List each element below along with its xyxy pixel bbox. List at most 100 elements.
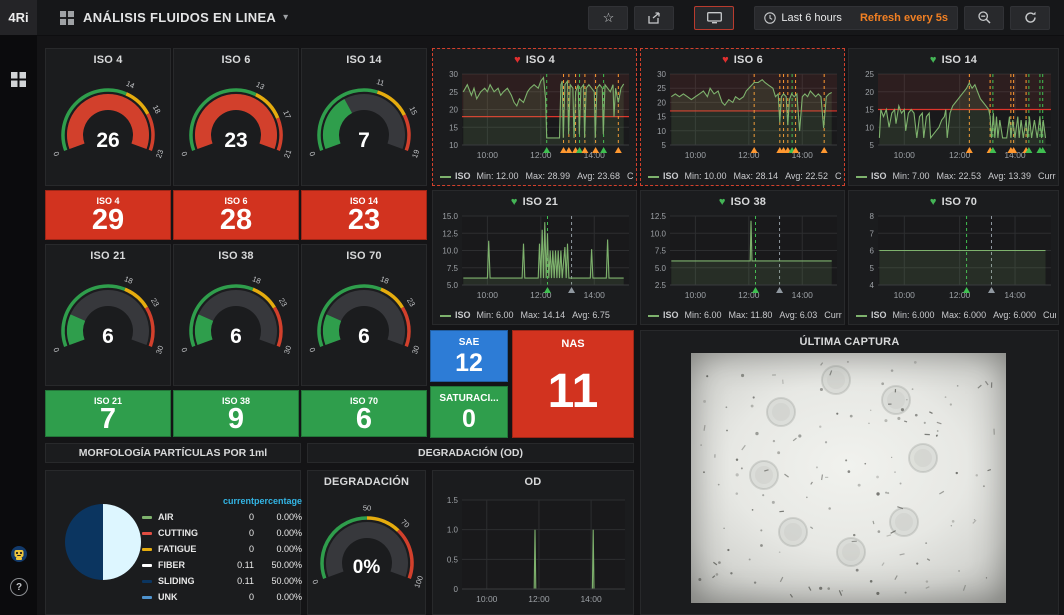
svg-text:10:00: 10:00: [894, 290, 916, 300]
legend-stat: Min: 12.00: [476, 171, 519, 181]
help-icon[interactable]: ?: [10, 578, 28, 596]
pie-legend-row: FIBER 0.11 50.00%: [142, 557, 302, 573]
panel-title[interactable]: ♥ ISO 38: [718, 196, 767, 208]
dashboard-title[interactable]: ANÁLISIS FLUIDOS EN LINEA: [83, 10, 277, 25]
svg-text:20: 20: [449, 106, 458, 115]
panel-title[interactable]: OD: [524, 476, 542, 488]
timeseries-chart[interactable]: 0 0.5 1.0 1.5 10:00 12:00 14:00: [436, 495, 630, 609]
series-swatch: [142, 515, 152, 519]
tv-mode-button[interactable]: [694, 5, 735, 30]
timeseries-chart[interactable]: 10 15 20 25 30 10:00 12:00 14:00: [436, 69, 634, 165]
svg-text:0: 0: [179, 150, 189, 157]
star-button[interactable]: ☆: [588, 5, 629, 30]
svg-text:23: 23: [154, 148, 165, 159]
gauge-value: 7: [358, 129, 370, 152]
stat-label: SAE: [458, 337, 480, 348]
series-name[interactable]: AIR: [158, 512, 174, 522]
pie-legend-row: CUTTING 0 0.00%: [142, 525, 302, 541]
svg-text:12:00: 12:00: [528, 594, 550, 604]
series-swatch: [142, 563, 152, 567]
gauge-iso70: 0 18 23 30: [307, 274, 421, 355]
panel-title[interactable]: ISO 14: [346, 54, 382, 66]
legend-series-name[interactable]: ISO: [663, 171, 679, 181]
svg-text:0: 0: [51, 150, 61, 157]
svg-text:10:00: 10:00: [894, 150, 916, 160]
legend-series-name[interactable]: ISO: [871, 310, 887, 320]
panel-title[interactable]: ISO 6: [221, 54, 251, 66]
row-header-degradacion[interactable]: DEGRADACIÓN (OD): [307, 443, 634, 463]
stat-iso4: ISO 4 29: [45, 190, 171, 240]
legend-series-name[interactable]: ISO: [871, 171, 887, 181]
series-current: 0.11: [237, 576, 254, 586]
svg-text:18: 18: [251, 274, 262, 285]
panel-title[interactable]: ♥ ISO 6: [722, 54, 763, 66]
panel-title[interactable]: ÚLTIMA CAPTURA: [799, 336, 900, 348]
robot-avatar-icon: [11, 546, 27, 562]
svg-text:5.0: 5.0: [447, 281, 459, 290]
series-name[interactable]: CUTTING: [158, 528, 198, 538]
timeseries-chart[interactable]: 5.0 7.5 10.0 12.5 15.0 10:00 12:00 14:00: [436, 211, 634, 305]
panel-title[interactable]: ♥ ISO 14: [929, 54, 978, 66]
chevron-down-icon[interactable]: ▾: [283, 12, 289, 23]
pie-col-percentage: percentage: [254, 496, 303, 506]
panel-chart-iso6: ♥ ISO 6 5 10 15 20 25 30 10:00 12:00 14:00 ISO Min…: [640, 48, 845, 186]
series-name[interactable]: FATIGUE: [158, 544, 197, 554]
share-button[interactable]: [634, 5, 675, 30]
zoom-out-button[interactable]: [964, 5, 1004, 30]
series-name[interactable]: UNK: [158, 592, 178, 602]
svg-text:2.5: 2.5: [655, 281, 667, 290]
svg-text:10:00: 10:00: [477, 290, 499, 300]
grid-icon: [11, 72, 26, 87]
panel-title[interactable]: ISO 70: [346, 250, 382, 262]
svg-text:6: 6: [870, 247, 875, 256]
timeseries-chart[interactable]: 5 10 15 20 25 10:00 12:00 14:00: [852, 69, 1056, 165]
dashboards-icon[interactable]: [11, 72, 26, 92]
timeseries-chart[interactable]: 2.5 5.0 7.5 10.0 12.5 10:00 12:00 14:00: [644, 211, 842, 305]
monitor-icon: [706, 11, 722, 23]
legend-series-name[interactable]: ISO: [663, 310, 679, 320]
user-avatar[interactable]: [10, 545, 28, 568]
series-name[interactable]: SLIDING: [158, 576, 195, 586]
svg-text:10: 10: [657, 127, 666, 136]
stat-sae: SAE 12: [430, 330, 508, 382]
legend-stat: Current: 6.00: [824, 310, 842, 320]
timeseries-chart[interactable]: 5 10 15 20 25 30 10:00 12:00 14:00: [644, 69, 842, 165]
refresh-button[interactable]: [1010, 5, 1050, 30]
org-logo[interactable]: 4Ri: [0, 0, 37, 35]
series-name[interactable]: FIBER: [158, 560, 185, 570]
panel-title[interactable]: ♥ ISO 4: [514, 54, 555, 66]
time-picker[interactable]: Last 6 hours Refresh every 5s: [754, 5, 958, 30]
chart-legend: ISO Min: 10.00 Max: 28.14 Avg: 22.52 Current…: [648, 171, 842, 181]
ok-heart-icon: ♥: [718, 196, 726, 208]
chart-legend: ISO Min: 6.00 Max: 14.14 Avg: 6.75: [440, 310, 634, 320]
legend-stat: Current: 6.00: [1042, 310, 1056, 320]
svg-text:12.5: 12.5: [442, 229, 458, 238]
legend-series-swatch: [856, 175, 867, 178]
stat-label: ISO 21: [93, 396, 122, 406]
panel-title[interactable]: DEGRADACIÓN: [323, 476, 410, 488]
legend-series-name[interactable]: ISO: [455, 310, 471, 320]
panel-title[interactable]: ISO 4: [93, 54, 123, 66]
svg-text:10:00: 10:00: [476, 594, 498, 604]
stat-label: SATURACI...: [439, 393, 499, 404]
panel-title[interactable]: ISO 38: [218, 250, 254, 262]
panel-chart-iso70: ♥ ISO 70 4 5 6 7 8 10:00 12:00 14:00 ISO Min: 6.0…: [848, 190, 1059, 325]
timeseries-chart[interactable]: 4 5 6 7 8 10:00 12:00 14:00: [852, 211, 1056, 305]
svg-text:5: 5: [662, 141, 667, 150]
row-header-morfologia[interactable]: MORFOLOGÍA PARTÍCULAS POR 1ml: [45, 443, 301, 463]
time-range-label: Last 6 hours: [781, 11, 842, 24]
refresh-interval-label[interactable]: Refresh every 5s: [859, 11, 948, 24]
panel-title[interactable]: ISO 21: [90, 250, 126, 262]
legend-series-swatch: [648, 175, 659, 178]
svg-text:14:00: 14:00: [584, 150, 606, 160]
legend-stat: Avg: 6.75: [572, 310, 610, 320]
panel-title[interactable]: ♥ ISO 70: [929, 196, 978, 208]
legend-stat: Min: 6.00: [476, 310, 514, 320]
stat-label: ISO 38: [221, 396, 250, 406]
panel-title[interactable]: ♥ ISO 21: [510, 196, 559, 208]
series-percentage: 50.00%: [271, 576, 302, 586]
gauge-value: 6: [230, 325, 242, 348]
sidebar: 4Ri ?: [0, 0, 37, 615]
svg-text:5.0: 5.0: [655, 264, 667, 273]
legend-series-name[interactable]: ISO: [455, 171, 471, 181]
